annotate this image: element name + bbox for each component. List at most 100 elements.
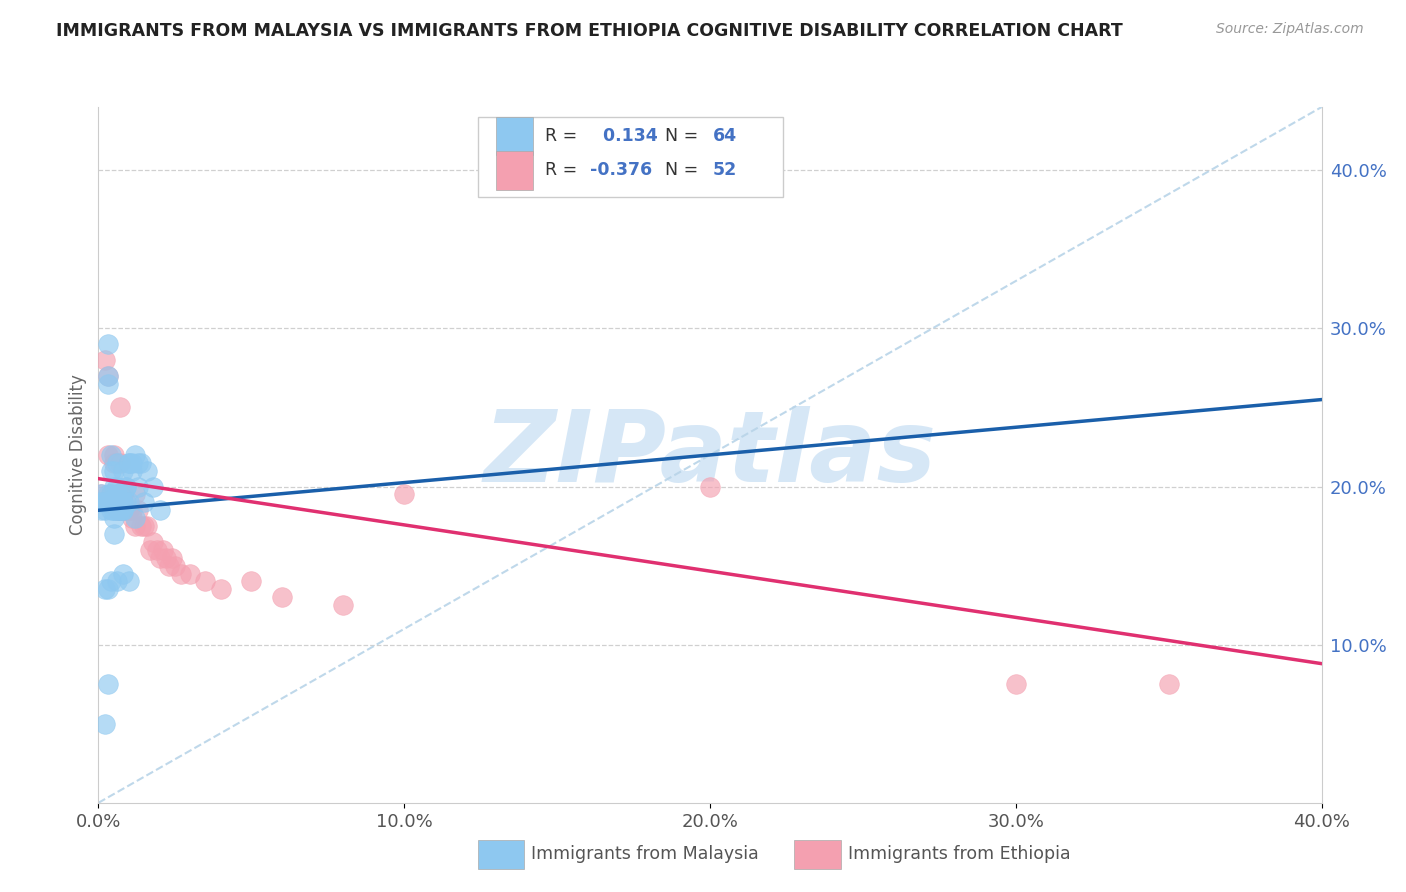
Point bbox=[90, 495, 112, 509]
Point bbox=[90, 503, 112, 517]
Point bbox=[100, 448, 122, 462]
Point bbox=[145, 542, 167, 557]
Point bbox=[105, 495, 128, 509]
Point bbox=[127, 503, 149, 517]
Point bbox=[105, 487, 128, 501]
Point bbox=[100, 487, 122, 501]
Point bbox=[93, 495, 115, 509]
Point bbox=[121, 456, 143, 470]
Point bbox=[90, 487, 112, 501]
Point bbox=[93, 582, 115, 597]
Point bbox=[170, 566, 193, 581]
Point bbox=[163, 558, 186, 573]
Point bbox=[139, 542, 162, 557]
Point bbox=[111, 495, 134, 509]
Text: Source: ZipAtlas.com: Source: ZipAtlas.com bbox=[1216, 22, 1364, 37]
Point bbox=[152, 542, 174, 557]
Point bbox=[93, 353, 115, 368]
Point bbox=[100, 464, 122, 478]
Text: 64: 64 bbox=[713, 127, 737, 145]
Point bbox=[105, 503, 128, 517]
Point bbox=[149, 503, 172, 517]
Point bbox=[332, 598, 354, 612]
Point bbox=[209, 582, 232, 597]
Point bbox=[108, 503, 131, 517]
Point bbox=[118, 456, 141, 470]
Point bbox=[115, 495, 138, 509]
Point bbox=[392, 487, 416, 501]
Point bbox=[121, 503, 143, 517]
Point bbox=[100, 487, 122, 501]
Point bbox=[100, 487, 122, 501]
Point bbox=[108, 503, 131, 517]
Point bbox=[93, 495, 115, 509]
Point bbox=[129, 519, 152, 533]
Point bbox=[121, 511, 143, 525]
Point bbox=[118, 503, 141, 517]
Text: N =: N = bbox=[665, 127, 703, 145]
Point bbox=[93, 716, 115, 731]
Point bbox=[103, 464, 125, 478]
Point bbox=[124, 487, 146, 501]
Point bbox=[100, 495, 122, 509]
Point bbox=[157, 558, 180, 573]
Text: IMMIGRANTS FROM MALAYSIA VS IMMIGRANTS FROM ETHIOPIA COGNITIVE DISABILITY CORREL: IMMIGRANTS FROM MALAYSIA VS IMMIGRANTS F… bbox=[56, 22, 1123, 40]
Point bbox=[105, 574, 128, 589]
Point bbox=[108, 495, 131, 509]
Point bbox=[108, 487, 131, 501]
Point bbox=[142, 534, 165, 549]
Point bbox=[103, 495, 125, 509]
Point bbox=[111, 487, 134, 501]
Point bbox=[699, 479, 721, 493]
Point bbox=[97, 376, 120, 391]
Text: Immigrants from Ethiopia: Immigrants from Ethiopia bbox=[848, 845, 1070, 863]
Point bbox=[118, 456, 141, 470]
Point bbox=[105, 495, 128, 509]
Point bbox=[124, 511, 146, 525]
Point bbox=[136, 519, 159, 533]
Point bbox=[90, 487, 112, 501]
Point bbox=[1157, 677, 1180, 691]
Point bbox=[111, 464, 134, 478]
Point bbox=[115, 503, 138, 517]
Point bbox=[142, 479, 165, 493]
Point bbox=[100, 574, 122, 589]
Text: Immigrants from Malaysia: Immigrants from Malaysia bbox=[531, 845, 759, 863]
Point bbox=[103, 527, 125, 541]
Point bbox=[127, 479, 149, 493]
Point bbox=[103, 503, 125, 517]
Point bbox=[103, 448, 125, 462]
Point bbox=[103, 479, 125, 493]
Point bbox=[160, 550, 183, 565]
Point bbox=[127, 456, 149, 470]
Point bbox=[108, 503, 131, 517]
Point bbox=[134, 519, 156, 533]
Point bbox=[149, 550, 172, 565]
Point bbox=[240, 574, 263, 589]
FancyBboxPatch shape bbox=[496, 152, 533, 190]
Point bbox=[111, 503, 134, 517]
Text: -0.376: -0.376 bbox=[591, 161, 652, 179]
FancyBboxPatch shape bbox=[496, 117, 533, 155]
Point bbox=[97, 337, 120, 351]
Point bbox=[111, 566, 134, 581]
Point bbox=[155, 550, 177, 565]
Point bbox=[115, 503, 138, 517]
Point bbox=[124, 448, 146, 462]
Point bbox=[121, 464, 143, 478]
Text: 0.134: 0.134 bbox=[598, 127, 658, 145]
Point bbox=[1004, 677, 1026, 691]
Point bbox=[97, 448, 120, 462]
Point bbox=[97, 495, 120, 509]
Point bbox=[134, 495, 156, 509]
Point bbox=[111, 503, 134, 517]
Point bbox=[118, 495, 141, 509]
Point bbox=[179, 566, 201, 581]
Point bbox=[136, 464, 159, 478]
Text: R =: R = bbox=[546, 161, 582, 179]
Text: N =: N = bbox=[665, 161, 703, 179]
Point bbox=[97, 368, 120, 383]
Point bbox=[103, 511, 125, 525]
Point bbox=[105, 495, 128, 509]
Y-axis label: Cognitive Disability: Cognitive Disability bbox=[69, 375, 87, 535]
